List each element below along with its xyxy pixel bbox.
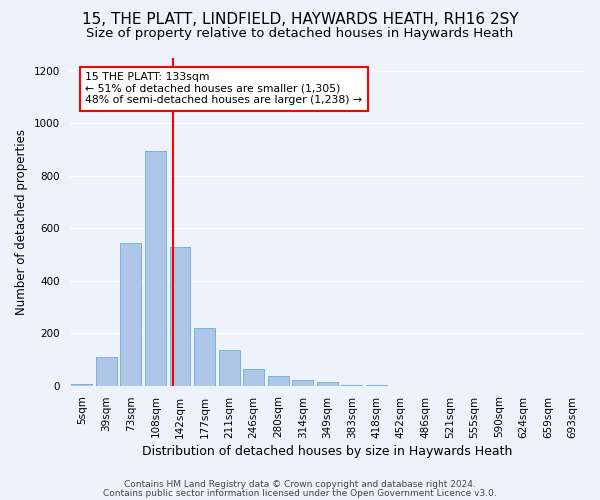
- Bar: [317, 382, 338, 386]
- Text: Size of property relative to detached houses in Haywards Heath: Size of property relative to detached ho…: [86, 28, 514, 40]
- Bar: [96, 357, 117, 386]
- Bar: [366, 385, 387, 386]
- Bar: [218, 350, 239, 386]
- Text: 15 THE PLATT: 133sqm
← 51% of detached houses are smaller (1,305)
48% of semi-de: 15 THE PLATT: 133sqm ← 51% of detached h…: [85, 72, 362, 106]
- X-axis label: Distribution of detached houses by size in Haywards Heath: Distribution of detached houses by size …: [142, 444, 512, 458]
- Text: Contains HM Land Registry data © Crown copyright and database right 2024.: Contains HM Land Registry data © Crown c…: [124, 480, 476, 489]
- Bar: [145, 150, 166, 386]
- Text: Contains public sector information licensed under the Open Government Licence v3: Contains public sector information licen…: [103, 489, 497, 498]
- Bar: [121, 242, 142, 386]
- Text: 15, THE PLATT, LINDFIELD, HAYWARDS HEATH, RH16 2SY: 15, THE PLATT, LINDFIELD, HAYWARDS HEATH…: [82, 12, 518, 28]
- Bar: [170, 246, 190, 386]
- Bar: [71, 384, 92, 386]
- Bar: [243, 370, 264, 386]
- Bar: [292, 380, 313, 386]
- Bar: [341, 384, 362, 386]
- Bar: [194, 328, 215, 386]
- Y-axis label: Number of detached properties: Number of detached properties: [15, 128, 28, 314]
- Bar: [268, 376, 289, 386]
